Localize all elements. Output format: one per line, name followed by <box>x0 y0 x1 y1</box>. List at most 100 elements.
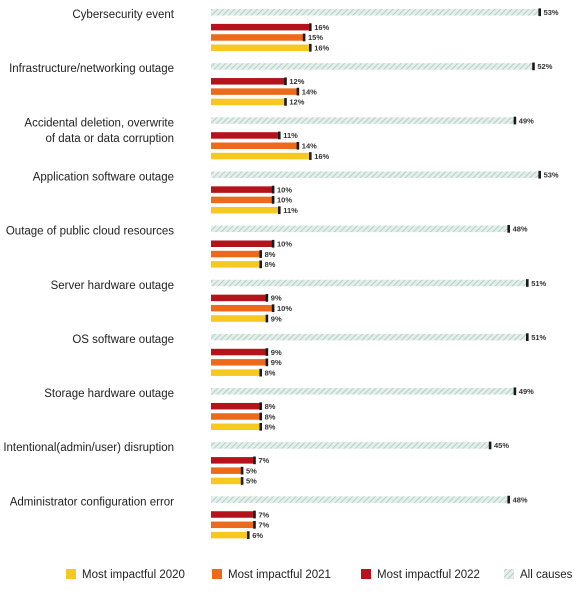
bar-most-impactful-2022 <box>211 294 267 302</box>
bar-end-marker <box>271 185 275 194</box>
value-label: 53% <box>544 8 559 17</box>
value-label: 5% <box>246 466 257 475</box>
category-label: Administrator configuration error <box>10 496 174 508</box>
bar-most-impactful-2022 <box>211 511 255 518</box>
value-label: 6% <box>252 531 263 540</box>
value-label: 10% <box>277 196 292 205</box>
bar-end-marker <box>259 422 262 431</box>
bar-most-impactful-2021 <box>211 359 267 366</box>
value-label: 48% <box>513 495 528 504</box>
value-label: 15% <box>308 33 323 42</box>
value-label: 5% <box>246 477 257 486</box>
bar-all-causes <box>211 225 509 233</box>
category-label: Accidental deletion, overwrite <box>24 117 174 129</box>
bar-end-marker <box>302 33 306 42</box>
bar-most-impactful-2020 <box>211 369 261 376</box>
bar-all-causes <box>211 171 540 178</box>
bar-end-marker <box>259 368 262 377</box>
category-label: Intentional(admin/user) disruption <box>3 442 174 454</box>
legend-label: Most impactful 2020 <box>82 569 185 581</box>
value-label: 9% <box>271 348 282 357</box>
bar-end-marker <box>247 531 250 539</box>
bar-most-impactful-2022 <box>211 348 267 356</box>
bar-most-impactful-2022 <box>211 23 311 31</box>
bar-end-marker <box>284 77 287 86</box>
value-label: 8% <box>265 250 276 259</box>
bar-most-impactful-2021 <box>211 142 298 149</box>
bar-end-marker <box>488 441 492 450</box>
value-label: 16% <box>314 152 329 161</box>
value-label: 9% <box>271 294 282 303</box>
bar-end-marker <box>532 62 535 71</box>
value-label: 53% <box>544 170 559 179</box>
category-label: Server hardware outage <box>51 280 174 292</box>
category-group: Outage of public cloud resources 48%10%8%… <box>6 225 528 270</box>
bar-end-marker <box>265 348 269 356</box>
bar-all-causes <box>211 117 515 124</box>
legend-swatch <box>361 569 371 579</box>
bar-end-marker <box>259 412 262 421</box>
bar-end-marker <box>526 279 529 287</box>
bar-end-marker <box>240 466 244 475</box>
bar-end-marker <box>538 170 541 179</box>
bar-most-impactful-2022 <box>211 402 261 410</box>
legend-label: All causes <box>520 569 573 581</box>
category-group: Storage hardware outage 49%8%8%8% <box>44 387 534 432</box>
value-label: 7% <box>258 510 269 519</box>
category-label: Outage of public cloud resources <box>6 226 174 238</box>
legend: Most impactful 2020 Most impactful 2021 Mo… <box>66 569 573 581</box>
bar-most-impactful-2020 <box>211 531 249 539</box>
value-label: 45% <box>494 441 509 450</box>
bar-end-marker <box>309 43 312 52</box>
category-group: Server hardware outage 51% 9%10%9% <box>51 279 547 324</box>
category-group: Application software outage 53%10%10%11% <box>33 170 559 215</box>
bar-all-causes <box>211 333 528 341</box>
category-label: of data or data corruption <box>46 133 175 145</box>
bar-most-impactful-2020 <box>211 44 311 51</box>
bar-most-impactful-2020 <box>211 152 311 160</box>
bar-end-marker <box>265 358 269 367</box>
bar-most-impactful-2022 <box>211 186 273 193</box>
value-label: 16% <box>314 23 329 32</box>
bar-all-causes <box>211 388 515 395</box>
bar-all-causes <box>211 279 528 287</box>
value-label: 12% <box>289 98 304 107</box>
legend-item-most-impactful-2020: Most impactful 2020 <box>66 569 185 581</box>
legend-item-all-causes: All causes <box>504 569 573 581</box>
bar-end-marker <box>507 495 510 504</box>
legend-label: Most impactful 2022 <box>377 569 480 581</box>
category-label: Infrastructure/networking outage <box>9 63 174 75</box>
value-label: 8% <box>265 423 276 432</box>
category-label: Application software outage <box>33 171 174 183</box>
value-label: 10% <box>277 304 292 313</box>
bar-end-marker <box>284 98 287 106</box>
value-label: 7% <box>258 521 269 530</box>
bar-end-marker <box>538 8 541 17</box>
bar-end-marker <box>513 116 517 125</box>
value-label: 10% <box>277 185 292 194</box>
value-label: 52% <box>537 62 552 71</box>
bar-end-marker <box>507 225 510 233</box>
bar-end-marker <box>513 387 517 396</box>
bar-most-impactful-2021 <box>211 250 261 258</box>
bar-most-impactful-2021 <box>211 521 255 529</box>
bar-end-marker <box>271 304 275 313</box>
value-label: 14% <box>302 87 317 96</box>
bar-most-impactful-2021 <box>211 413 261 420</box>
legend-swatch <box>212 569 222 579</box>
bar-most-impactful-2022 <box>211 78 286 85</box>
category-label: OS software outage <box>72 334 174 346</box>
value-label: 9% <box>271 358 282 367</box>
value-label: 11% <box>283 206 298 215</box>
value-label: 11% <box>283 131 298 140</box>
bar-most-impactful-2022 <box>211 240 273 247</box>
legend-item-most-impactful-2021: Most impactful 2021 <box>212 569 331 581</box>
category-group: Intentional(admin/user) disruption 45%7%5… <box>3 441 509 486</box>
category-group: Accidental deletion, overwrite of data or… <box>24 116 534 161</box>
bar-end-marker <box>240 477 244 485</box>
value-label: 16% <box>314 44 329 53</box>
bar-end-marker <box>278 206 281 215</box>
bar-end-marker <box>526 333 529 341</box>
bar-end-marker <box>259 260 262 269</box>
bar-most-impactful-2021 <box>211 304 273 312</box>
